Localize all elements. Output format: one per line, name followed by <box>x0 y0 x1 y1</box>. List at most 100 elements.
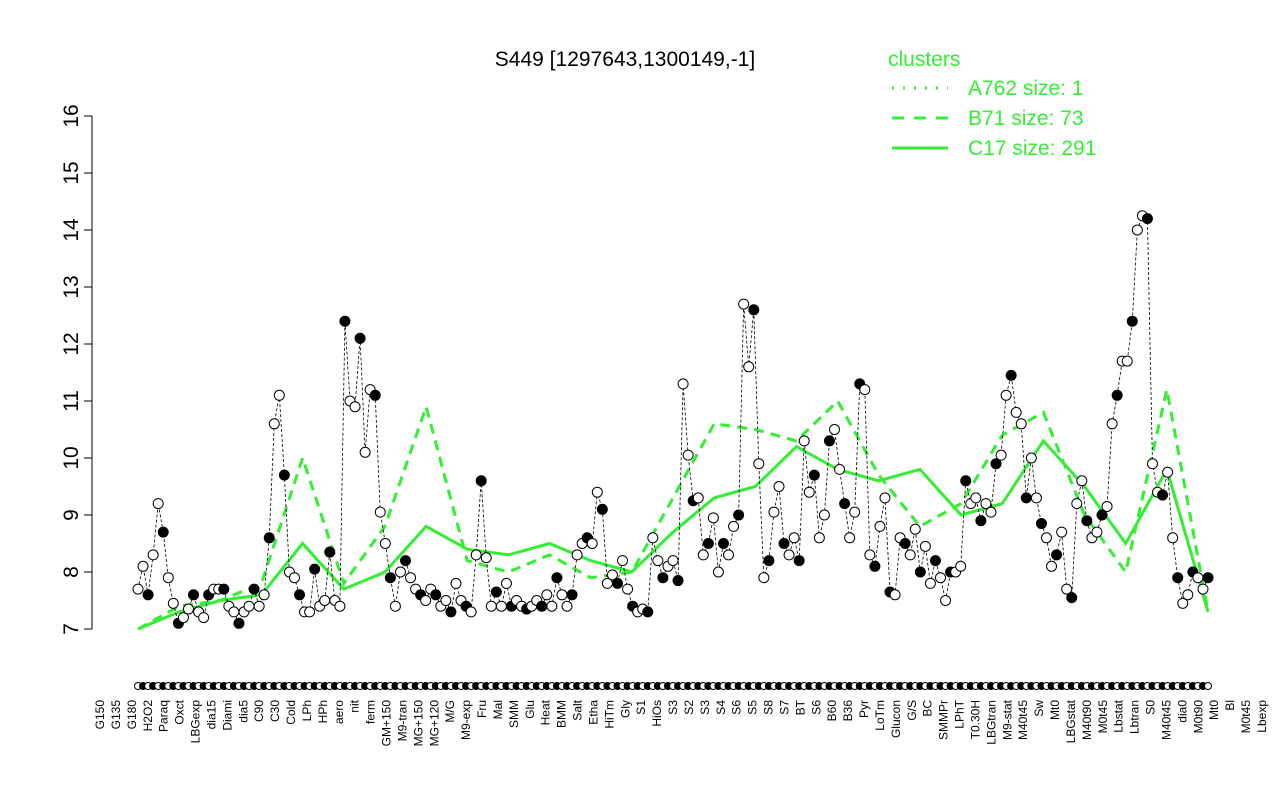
data-point <box>288 572 300 584</box>
data-point <box>818 509 830 521</box>
x-tick-label: Heat <box>539 699 553 725</box>
data-point <box>394 566 406 578</box>
data-point <box>844 532 856 544</box>
legend-title: clusters <box>888 48 960 71</box>
data-point <box>253 600 265 612</box>
x-tick-label: Lbstat <box>1112 699 1126 732</box>
data-point <box>1177 597 1189 609</box>
data-point <box>904 549 916 561</box>
data-point <box>485 600 497 612</box>
y-tick-label: 7 <box>60 623 83 635</box>
data-point <box>1167 532 1179 544</box>
data-point <box>586 538 598 549</box>
x-tick-label: Pyr <box>857 700 871 718</box>
data-point <box>672 575 684 587</box>
x-tick-label: Mt0 <box>1048 700 1062 720</box>
data-point <box>440 595 452 606</box>
x-tick-label: Glu <box>523 700 537 719</box>
x-tick-label: HPh <box>316 700 330 723</box>
x-tick-label: LPhT <box>953 699 967 728</box>
data-point <box>980 498 992 510</box>
x-tick-label: T0.30H <box>968 700 982 739</box>
data-point <box>935 572 946 584</box>
data-point <box>278 469 290 481</box>
x-tick-label: Lbtran <box>1128 700 1142 734</box>
data-point <box>1162 466 1174 478</box>
legend-label: A762 size: 1 <box>968 77 1084 100</box>
data-point <box>970 492 982 504</box>
data-point <box>1071 498 1083 510</box>
data-point <box>940 595 952 606</box>
data-point <box>268 418 280 430</box>
data-point <box>147 549 159 561</box>
data-point <box>228 606 240 618</box>
x-tick-label: Fru <box>475 700 489 718</box>
data-point <box>495 600 507 612</box>
rug-point <box>1204 682 1212 690</box>
x-tick-label: S0 <box>1144 700 1158 715</box>
x-tick-label: M9-stat <box>1000 699 1014 740</box>
data-point <box>405 572 417 584</box>
data-point <box>1046 560 1058 572</box>
data-point <box>995 449 1007 461</box>
data-point <box>1010 406 1022 418</box>
data-point <box>667 555 679 567</box>
x-tick-label: LoTm <box>873 700 887 731</box>
data-point <box>682 449 694 461</box>
x-tick-label: HiOs <box>650 700 664 727</box>
data-point <box>1202 572 1214 584</box>
data-point <box>793 555 805 567</box>
data-point <box>1101 500 1113 512</box>
x-tick-label: Lbexp <box>1255 700 1269 733</box>
data-point <box>263 532 275 544</box>
data-point <box>379 538 391 549</box>
data-point <box>132 583 144 595</box>
data-point <box>692 492 704 504</box>
data-point <box>389 600 401 612</box>
x-tick-label: LPh <box>300 700 314 721</box>
data-point <box>1051 549 1063 561</box>
x-tick-label: MG+120 <box>427 700 441 747</box>
data-point <box>652 555 664 567</box>
data-point <box>849 506 861 518</box>
x-tick-label: M40t45 <box>1159 700 1173 740</box>
data-point <box>1172 572 1184 584</box>
data-point <box>546 600 558 612</box>
data-point <box>218 583 230 595</box>
data-point <box>823 435 835 447</box>
data-point <box>349 401 361 413</box>
x-tick-label: dia0 <box>1175 700 1189 723</box>
data-point <box>622 583 634 595</box>
points-connector <box>137 215 1209 625</box>
data-point <box>162 572 174 584</box>
x-tick-label: BT <box>793 699 807 715</box>
data-point <box>591 486 603 498</box>
data-point <box>1182 589 1194 601</box>
data-point <box>556 589 568 601</box>
data-point <box>198 612 210 624</box>
data-point <box>899 538 911 549</box>
y-axis: 7 8 9 10 11 12 13 14 15 16 <box>60 104 93 635</box>
data-point <box>1111 389 1123 401</box>
data-point <box>859 384 871 396</box>
data-point <box>707 512 719 524</box>
x-tick-label: SMMPr <box>937 700 951 740</box>
x-tick-label: ferm <box>364 700 378 724</box>
x-tick-label: nit <box>348 699 362 712</box>
data-point <box>1020 492 1032 504</box>
data-point <box>465 606 477 618</box>
x-tick-label: B60 <box>825 700 839 722</box>
data-point <box>798 435 810 447</box>
x-tick-label: HiTm <box>602 700 616 729</box>
data-point <box>571 549 583 561</box>
data-point <box>723 549 735 561</box>
data-point <box>768 506 780 518</box>
data-point <box>157 526 169 538</box>
data-point <box>879 492 891 504</box>
y-tick-label: 16 <box>60 104 83 127</box>
x-tick-label: S1 <box>634 700 648 715</box>
data-point <box>475 475 487 487</box>
y-tick-label: 9 <box>60 509 83 521</box>
data-point <box>430 589 442 601</box>
